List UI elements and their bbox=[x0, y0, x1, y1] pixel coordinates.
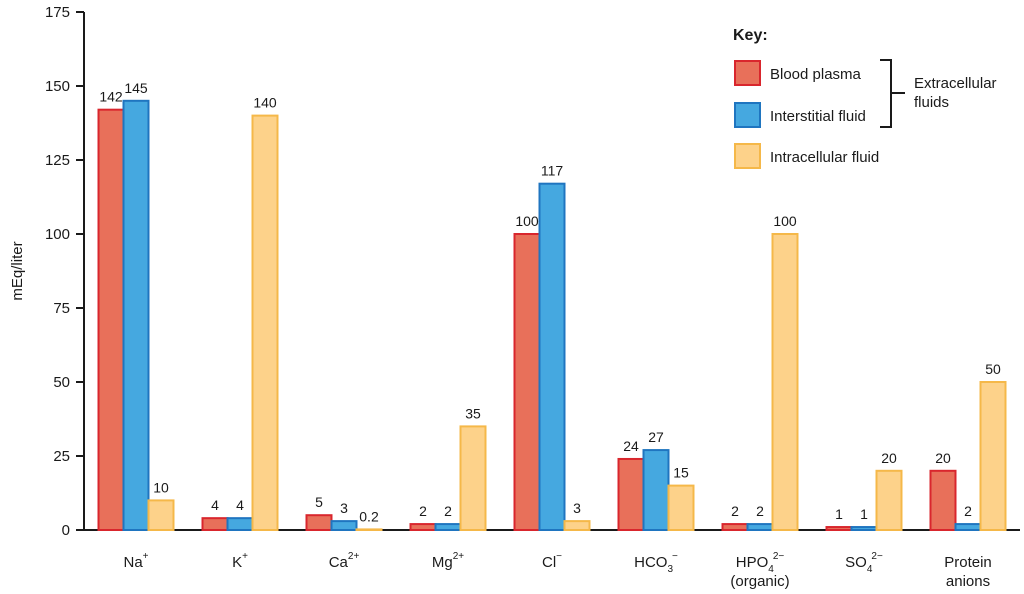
value-label-intracellular-fluid: 20 bbox=[881, 450, 897, 466]
bar-intracellular-fluid bbox=[979, 381, 1007, 531]
value-label-interstitial-fluid: 4 bbox=[236, 497, 244, 513]
bar-blood-plasma bbox=[929, 469, 957, 531]
y-tick-label: 25 bbox=[53, 448, 70, 465]
value-label-blood-plasma: 142 bbox=[99, 89, 123, 105]
y-tick-label: 0 bbox=[62, 522, 70, 539]
bar-intracellular-fluid bbox=[355, 528, 383, 532]
bar-blood-plasma bbox=[305, 514, 333, 532]
value-label-blood-plasma: 24 bbox=[623, 438, 639, 454]
bar-intracellular-fluid bbox=[875, 469, 903, 531]
category-label: Protein bbox=[944, 554, 992, 571]
legend-bracket bbox=[880, 59, 905, 128]
bar-intracellular-fluid bbox=[771, 233, 799, 531]
legend-swatch-blood-plasma bbox=[734, 60, 761, 86]
category-label: Ca2+ bbox=[329, 551, 360, 571]
legend-label-interstitial-fluid: Interstitial fluid bbox=[770, 108, 866, 125]
bar-interstitial-fluid bbox=[538, 182, 566, 531]
bar-blood-plasma bbox=[825, 526, 853, 531]
value-label-intracellular-fluid: 10 bbox=[153, 479, 169, 495]
value-label-intracellular-fluid: 50 bbox=[985, 361, 1001, 377]
legend-swatch-intracellular-fluid bbox=[734, 143, 761, 169]
value-label-blood-plasma: 2 bbox=[419, 503, 427, 519]
value-label-blood-plasma: 20 bbox=[935, 450, 951, 466]
value-label-interstitial-fluid: 117 bbox=[541, 163, 564, 179]
bar-blood-plasma bbox=[201, 517, 229, 531]
bar-intracellular-fluid bbox=[459, 425, 487, 531]
bar-interstitial-fluid bbox=[746, 523, 774, 532]
bars bbox=[97, 99, 1007, 532]
value-label-intracellular-fluid: 15 bbox=[673, 465, 689, 481]
value-label-intracellular-fluid: 3 bbox=[573, 500, 581, 516]
bar-intracellular-fluid bbox=[251, 114, 279, 531]
legend-label-blood-plasma: Blood plasma bbox=[770, 66, 862, 83]
legend-title: Key: bbox=[733, 27, 768, 44]
legend: Key: Blood plasma Interstitial fluid Int… bbox=[733, 27, 997, 169]
value-label-interstitial-fluid: 2 bbox=[444, 503, 452, 519]
legend-group-label-line-1: Extracellular bbox=[914, 75, 997, 92]
value-label-intracellular-fluid: 140 bbox=[253, 95, 277, 111]
bar-blood-plasma bbox=[97, 108, 125, 532]
category-label: HCO3− bbox=[634, 551, 678, 575]
bar-blood-plasma bbox=[721, 523, 749, 532]
legend-label-intracellular-fluid: Intracellular fluid bbox=[770, 149, 879, 166]
category-label-line-2: anions bbox=[946, 573, 990, 590]
value-label-interstitial-fluid: 27 bbox=[648, 429, 664, 445]
value-label-intracellular-fluid: 0.2 bbox=[359, 508, 379, 524]
y-tick-label: 50 bbox=[53, 374, 70, 391]
y-tick-label: 150 bbox=[45, 78, 70, 95]
value-label-interstitial-fluid: 145 bbox=[124, 80, 148, 96]
bar-interstitial-fluid bbox=[122, 99, 150, 532]
y-tick-label: 125 bbox=[45, 152, 70, 169]
value-label-interstitial-fluid: 2 bbox=[964, 503, 972, 519]
value-label-blood-plasma: 2 bbox=[731, 503, 739, 519]
category-label: Mg2+ bbox=[432, 551, 464, 571]
category-label: K+ bbox=[232, 551, 248, 571]
value-label-intracellular-fluid: 100 bbox=[773, 213, 797, 229]
value-label-interstitial-fluid: 1 bbox=[860, 506, 868, 522]
value-label-blood-plasma: 5 bbox=[315, 494, 323, 510]
category-label: SO42− bbox=[845, 551, 883, 575]
y-axis-label: mEq/liter bbox=[9, 241, 26, 300]
bar-intracellular-fluid bbox=[667, 484, 695, 532]
value-label-interstitial-fluid: 3 bbox=[340, 500, 348, 516]
category-label: HPO42− bbox=[736, 551, 785, 575]
bar-blood-plasma bbox=[409, 523, 437, 532]
value-label-blood-plasma: 4 bbox=[211, 497, 219, 513]
bar-blood-plasma bbox=[513, 233, 541, 531]
value-label-intracellular-fluid: 35 bbox=[465, 405, 481, 421]
bar-interstitial-fluid bbox=[434, 523, 462, 532]
y-tick-label: 100 bbox=[45, 226, 70, 243]
bar-intracellular-fluid bbox=[147, 499, 175, 531]
category-label: Na+ bbox=[123, 551, 148, 571]
y-tick-label: 175 bbox=[45, 4, 70, 21]
value-label-blood-plasma: 100 bbox=[515, 213, 539, 229]
legend-swatch-interstitial-fluid bbox=[734, 102, 761, 128]
category-labels: Na+ K+ Ca2+ Mg2+ Cl− HCO3− HPO42−(organic) SO42… bbox=[123, 551, 991, 590]
bar-interstitial-fluid bbox=[226, 517, 254, 531]
bar-interstitial-fluid bbox=[954, 523, 982, 532]
category-label-line-2: (organic) bbox=[730, 573, 789, 590]
legend-group-label-line-2: fluids bbox=[914, 94, 949, 111]
bar-interstitial-fluid bbox=[850, 526, 878, 531]
y-tick-label: 75 bbox=[53, 300, 70, 317]
value-label-blood-plasma: 1 bbox=[835, 506, 843, 522]
category-label: Cl− bbox=[542, 551, 562, 571]
value-label-interstitial-fluid: 2 bbox=[756, 503, 764, 519]
bar-interstitial-fluid bbox=[330, 520, 358, 531]
bar-intracellular-fluid bbox=[563, 520, 591, 531]
bar-interstitial-fluid bbox=[642, 449, 670, 531]
bar-blood-plasma bbox=[617, 457, 645, 531]
